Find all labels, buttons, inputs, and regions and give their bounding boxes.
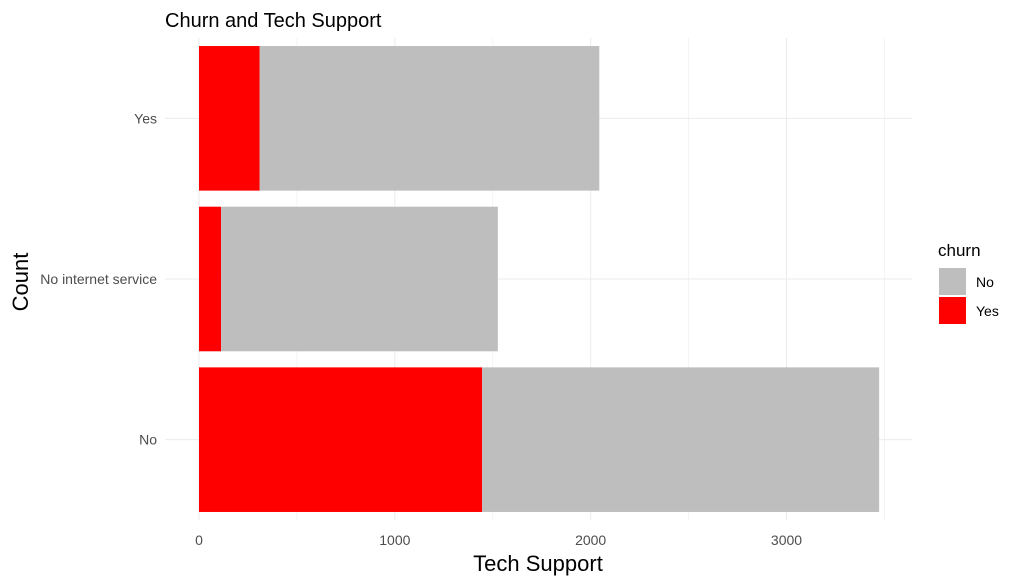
bars [199,46,880,512]
x-tick-label: 3000 [771,532,802,548]
legend: churn No Yes [938,241,999,324]
x-axis-title: Tech Support [473,551,603,576]
y-tick-labels: No No internet service Yes [40,110,157,447]
legend-key-yes [939,297,966,324]
bar-no-no [482,367,880,512]
y-tick-label: No [139,432,157,448]
bar-no-yes [259,46,600,191]
x-tick-label: 2000 [575,532,606,548]
bar-yes-no-internet-service [199,206,222,352]
y-tick-label: Yes [134,110,157,126]
x-tick-labels: 0 1000 2000 3000 [195,532,802,548]
bar-yes-no [199,367,483,512]
legend-label: No [976,274,994,290]
legend-label: Yes [976,303,999,319]
bar-no-no-internet-service [221,206,498,352]
x-tick-label: 0 [195,532,203,548]
legend-key-no [939,268,966,295]
y-axis-title: Count [8,253,33,312]
bar-yes-yes [199,46,260,191]
legend-title: churn [938,241,981,260]
x-tick-label: 1000 [379,532,410,548]
chart-title: Churn and Tech Support [165,10,382,32]
y-tick-label: No internet service [40,271,157,287]
